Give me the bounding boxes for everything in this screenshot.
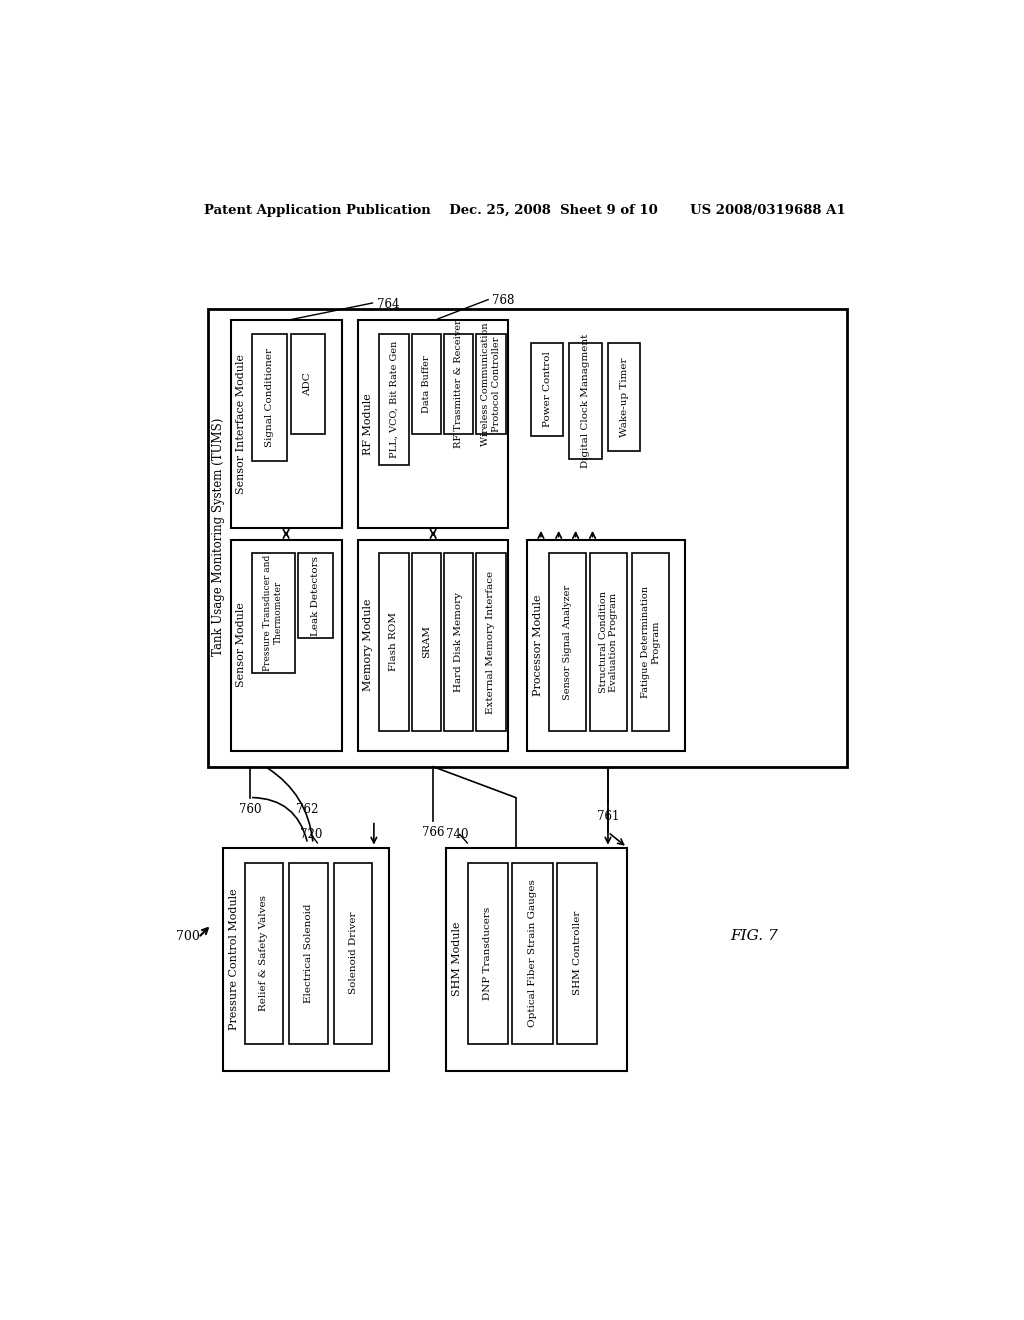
Bar bbox=[379, 553, 409, 730]
Bar bbox=[357, 540, 508, 751]
Bar bbox=[476, 553, 506, 730]
Bar bbox=[468, 863, 508, 1044]
Bar bbox=[252, 334, 287, 461]
Text: Tank Usage Monitoring System (TUMS): Tank Usage Monitoring System (TUMS) bbox=[212, 418, 225, 656]
Text: Sensor Module: Sensor Module bbox=[237, 603, 247, 688]
Text: Sensor Signal Analyzer: Sensor Signal Analyzer bbox=[562, 585, 571, 700]
Text: Structural Condition
Evaluation Program: Structural Condition Evaluation Program bbox=[599, 591, 618, 693]
Text: Hard Disk Memory: Hard Disk Memory bbox=[454, 591, 463, 692]
Text: DNP Transducers: DNP Transducers bbox=[483, 907, 493, 999]
Text: 761: 761 bbox=[597, 810, 620, 824]
Bar bbox=[357, 321, 508, 528]
Bar bbox=[230, 321, 342, 528]
Text: Optical Fiber Strain Gauges: Optical Fiber Strain Gauges bbox=[528, 879, 537, 1027]
Bar bbox=[223, 847, 388, 1071]
Text: Pressure Control Module: Pressure Control Module bbox=[228, 888, 239, 1030]
Text: 760: 760 bbox=[239, 803, 261, 816]
Bar bbox=[590, 553, 628, 730]
Text: Signal Conditioner: Signal Conditioner bbox=[264, 347, 273, 446]
Bar bbox=[632, 553, 669, 730]
Text: 720: 720 bbox=[300, 828, 323, 841]
Text: 768: 768 bbox=[493, 294, 515, 308]
Text: 762: 762 bbox=[297, 803, 318, 816]
Text: Power Control: Power Control bbox=[543, 351, 552, 428]
Text: External Memory Interface: External Memory Interface bbox=[486, 570, 496, 714]
Text: ADC: ADC bbox=[303, 372, 312, 396]
Bar bbox=[298, 553, 333, 638]
Text: Relief & Safety Valves: Relief & Safety Valves bbox=[259, 895, 268, 1011]
Bar bbox=[527, 540, 685, 751]
Bar bbox=[569, 343, 602, 459]
Bar bbox=[334, 863, 373, 1044]
Text: Solenoid Driver: Solenoid Driver bbox=[348, 912, 357, 994]
Bar bbox=[446, 847, 628, 1071]
Text: SHM Module: SHM Module bbox=[452, 921, 462, 997]
Text: Leak Detectors: Leak Detectors bbox=[311, 556, 319, 636]
Bar bbox=[531, 343, 563, 436]
Bar bbox=[291, 334, 326, 434]
Text: Data Buffer: Data Buffer bbox=[422, 355, 431, 413]
Text: RF Trasmitter & Receiver: RF Trasmitter & Receiver bbox=[454, 319, 463, 449]
Bar bbox=[444, 334, 473, 434]
Text: Pressure Transducer and
Thermometer: Pressure Transducer and Thermometer bbox=[263, 554, 283, 671]
Text: Memory Module: Memory Module bbox=[364, 599, 374, 692]
Text: 766: 766 bbox=[422, 825, 444, 838]
Bar bbox=[289, 863, 328, 1044]
Bar bbox=[557, 863, 597, 1044]
Text: 740: 740 bbox=[446, 828, 469, 841]
Bar bbox=[476, 334, 506, 434]
Text: Flash ROM: Flash ROM bbox=[389, 612, 398, 672]
Bar bbox=[444, 553, 473, 730]
Text: RF Module: RF Module bbox=[364, 393, 374, 455]
Bar bbox=[412, 334, 441, 434]
Bar bbox=[208, 309, 847, 767]
Text: Fatigue Determination
Program: Fatigue Determination Program bbox=[641, 586, 660, 698]
Bar bbox=[379, 334, 409, 465]
Bar bbox=[252, 553, 295, 673]
Bar bbox=[412, 553, 441, 730]
Text: 764: 764 bbox=[377, 298, 399, 312]
Text: 700: 700 bbox=[176, 929, 200, 942]
Text: Sensor Interface Module: Sensor Interface Module bbox=[237, 354, 247, 494]
Text: Electrical Solenoid: Electrical Solenoid bbox=[304, 903, 313, 1003]
Text: Digital Clock Managment: Digital Clock Managment bbox=[582, 334, 590, 469]
Text: FIG. 7: FIG. 7 bbox=[730, 929, 778, 942]
Text: Patent Application Publication    Dec. 25, 2008  Sheet 9 of 10       US 2008/031: Patent Application Publication Dec. 25, … bbox=[204, 205, 846, 218]
Bar bbox=[230, 540, 342, 751]
Bar bbox=[549, 553, 586, 730]
Text: Wireless Communication
Protocol Controller: Wireless Communication Protocol Controll… bbox=[481, 322, 501, 446]
Bar bbox=[512, 863, 553, 1044]
Text: SRAM: SRAM bbox=[422, 626, 431, 659]
Bar bbox=[245, 863, 283, 1044]
Text: SHM Controller: SHM Controller bbox=[572, 911, 582, 995]
Bar bbox=[608, 343, 640, 451]
Text: PLL, VCO, Bit Rate Gen: PLL, VCO, Bit Rate Gen bbox=[389, 341, 398, 458]
Text: Wake-up Timer: Wake-up Timer bbox=[620, 358, 629, 437]
Text: Processor Module: Processor Module bbox=[532, 594, 543, 696]
